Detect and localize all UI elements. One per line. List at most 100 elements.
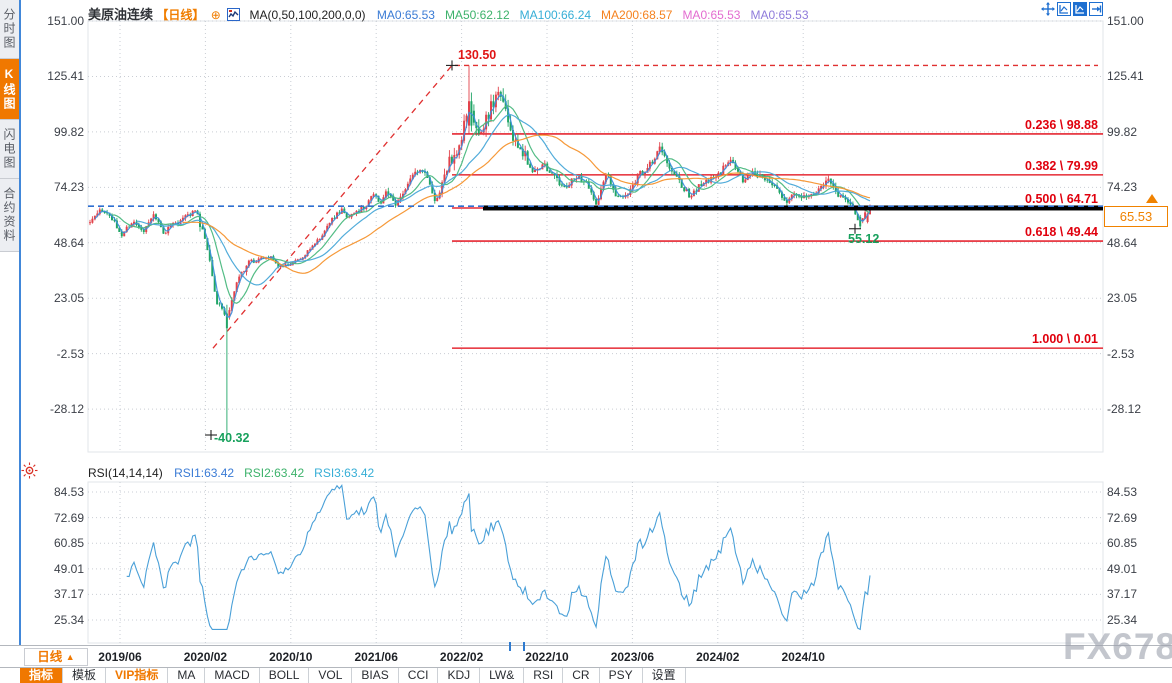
toolbar-tab-BOLL[interactable]: BOLL: [260, 668, 310, 683]
peak-price-label: 130.50: [458, 48, 497, 62]
price-axis-label: 125.41: [1107, 69, 1144, 84]
price-axis-label: -28.12: [1107, 402, 1142, 417]
rsi-axis-label: 60.85: [53, 536, 84, 551]
price-axis-label: 23.05: [53, 291, 84, 306]
price-axis-label: 74.23: [53, 180, 84, 195]
ma-formula: MA(0,50,100,200,0,0): [249, 8, 366, 22]
date-axis-label: 2024/02: [696, 650, 740, 664]
toolbar-tab-模板[interactable]: 模板: [63, 668, 107, 683]
scroll-tick: [523, 642, 525, 651]
add-indicator-icon[interactable]: ⊕: [210, 8, 221, 22]
toolbar-tab-LW&[interactable]: LW&: [480, 668, 525, 683]
trough-price-label: -40.32: [214, 431, 250, 445]
rsi-values: RSI1:63.42 RSI2:63.42 RSI3:63.42: [174, 466, 384, 480]
rsi-axis-label: 84.53: [1107, 485, 1138, 499]
price-axis-label: 125.41: [47, 69, 84, 84]
panel-divider[interactable]: [19, 0, 21, 645]
price-up-arrow-icon: [1146, 194, 1158, 203]
toolbar-tab-MACD[interactable]: MACD: [205, 668, 260, 683]
toolbar-tab-BIAS[interactable]: BIAS: [352, 668, 399, 683]
scroll-tick: [509, 642, 511, 651]
last-price-tag: 65.53: [1104, 206, 1168, 227]
toolbar-tab-CR[interactable]: CR: [563, 668, 600, 683]
price-axis-label: -2.53: [56, 346, 84, 361]
legend-value: MA100:66.24: [519, 8, 592, 22]
date-axis-label: 2023/06: [610, 650, 655, 664]
rsi-legend: RSI(14,14,14) RSI1:63.42 RSI2:63.42 RSI3:6…: [88, 466, 384, 480]
fib-level-label: 0.382 \ 79.99: [1025, 158, 1098, 173]
legend-value: MA0:65.53: [682, 8, 741, 22]
rsi-axis-label: 37.17: [53, 587, 84, 602]
fib-level-label: 1.000 \ 0.01: [1031, 332, 1098, 347]
rsi-axis-label: 72.69: [53, 510, 84, 525]
triangle-up-icon: ▲: [65, 652, 75, 662]
axis-scale-active-icon[interactable]: [1073, 2, 1087, 16]
date-axis-label: 2021/06: [354, 650, 398, 664]
pan-move-icon[interactable]: [1041, 2, 1055, 16]
legend-value: MA0:65.53: [376, 8, 435, 22]
legend-value: MA200:68.57: [601, 8, 673, 22]
price-axis-label: 48.64: [1107, 235, 1138, 250]
price-axis-label: -2.53: [1107, 346, 1135, 361]
chart-window-controls: [1041, 2, 1103, 16]
price-axis-label: 99.82: [53, 124, 84, 139]
rsi-axis-label: 84.53: [53, 485, 84, 499]
toolbar-tab-KDJ[interactable]: KDJ: [438, 668, 481, 683]
main-chart-legend: 美原油连续 【日线】 ⊕ MA(0,50,100,200,0,0) MA0:65…: [88, 4, 819, 23]
time-axis-row[interactable]: [0, 645, 1172, 667]
sidebar-item-分时图[interactable]: 分时图: [0, 0, 19, 59]
indicator-toolbar: 指标 模板 VIP指标 MA MACD BOLL VOL BIAS CCI KDJ LW& RSI CR…: [0, 667, 1172, 683]
rsi-axis-label: 25.34: [53, 613, 84, 627]
legend-value: RSI2:63.42: [244, 466, 305, 480]
legend-value: MA0:65.53: [750, 8, 809, 22]
price-axis-label: -28.12: [49, 402, 84, 417]
price-axis-label: 99.82: [1107, 124, 1138, 139]
toolbar-tab-MA[interactable]: MA: [168, 668, 206, 683]
chart-thumbnail-icon[interactable]: [227, 8, 241, 21]
legend-value: RSI1:63.42: [174, 466, 235, 480]
rsi-axis-label: 37.17: [1107, 587, 1138, 602]
pop-out-icon[interactable]: [1089, 2, 1103, 16]
rsi-axis-label: 25.34: [1107, 613, 1138, 627]
fib-level-label: 0.500 \ 64.71: [1025, 191, 1098, 206]
price-axis-label: 74.23: [1107, 180, 1138, 195]
toolbar-tab-设置[interactable]: 设置: [643, 668, 686, 683]
sidebar-item-K线图[interactable]: K线图: [0, 59, 19, 120]
rsi-axis-label: 49.01: [1107, 561, 1138, 576]
axis-scale-icon[interactable]: [1057, 2, 1071, 16]
rsi-formula: RSI(14,14,14): [88, 466, 163, 480]
date-axis-label: 2024/10: [781, 650, 825, 664]
rsi-axis-label: 60.85: [1107, 536, 1138, 551]
toolbar-tab-PSY[interactable]: PSY: [600, 668, 643, 683]
price-axis-label: 151.00: [1107, 14, 1144, 28]
price-axis-label: 23.05: [1107, 291, 1138, 306]
date-axis-label: 2022/10: [525, 650, 569, 664]
period-selector[interactable]: 日线 ▲: [24, 648, 88, 666]
date-axis-label: 2022/02: [439, 650, 484, 664]
toolbar-tab-VIP指标[interactable]: VIP指标: [106, 668, 169, 683]
date-axis-label: 2020/10: [269, 650, 313, 664]
toolbar-tab-VOL[interactable]: VOL: [309, 668, 353, 683]
toolbar-tab-RSI[interactable]: RSI: [524, 668, 564, 683]
toolbar-tab-指标[interactable]: 指标: [20, 668, 64, 683]
chart-type-sidebar: 分时图 K线图 闪电图 合约资料: [0, 0, 19, 645]
legend-value: RSI3:63.42: [314, 466, 375, 480]
legend-value: MA50:62.12: [444, 8, 510, 22]
indicator-settings-icon[interactable]: [21, 462, 38, 479]
period-label: 【日线】: [156, 8, 205, 22]
sidebar-item-闪电图[interactable]: 闪电图: [0, 120, 19, 179]
toolbar-tab-CCI[interactable]: CCI: [399, 668, 439, 683]
price-axis-label: 151.00: [47, 14, 84, 28]
sidebar-item-合约资料[interactable]: 合约资料: [0, 179, 19, 252]
symbol-name: 美原油连续: [88, 7, 154, 22]
date-axis-label: 2020/02: [183, 650, 228, 664]
price-axis-label: 48.64: [53, 235, 84, 250]
rsi-axis-label: 72.69: [1107, 510, 1138, 525]
fib-level-label: 0.618 \ 49.44: [1025, 225, 1098, 240]
recent-low-label: 55.12: [848, 232, 880, 246]
rsi-axis-label: 49.01: [53, 561, 84, 576]
date-axis-label: 2019/06: [98, 650, 142, 664]
fib-level-label: 0.236 \ 98.88: [1025, 117, 1098, 132]
